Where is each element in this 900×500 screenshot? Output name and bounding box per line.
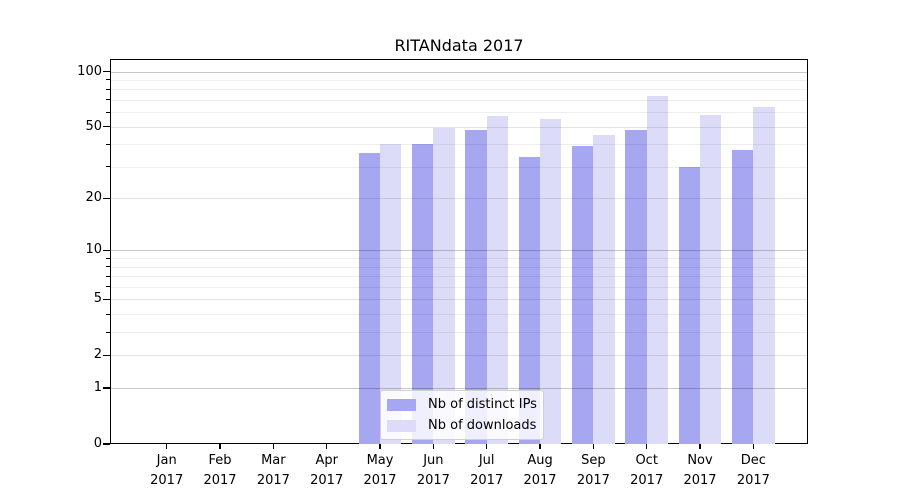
gridline-minor-4 xyxy=(110,314,808,316)
y-tick-mark-minor-9 xyxy=(106,257,110,259)
gridline-20 xyxy=(110,198,808,200)
x-tick-label-apr: Apr 2017 xyxy=(310,453,344,489)
y-tick-mark-minor-40 xyxy=(106,143,110,145)
y-tick-label-10: 10 xyxy=(85,242,102,258)
y-tick-label-100: 100 xyxy=(77,63,102,79)
x-tick-label-dec: Dec 2017 xyxy=(736,453,770,489)
x-tick-label-feb: Feb 2017 xyxy=(203,453,237,489)
gridline-5 xyxy=(110,299,808,301)
y-tick-mark-10 xyxy=(103,249,110,252)
chart-title: RITANdata 2017 xyxy=(394,36,524,55)
x-tick-label-oct: Oct 2017 xyxy=(630,453,664,489)
gridline-minor-3 xyxy=(110,332,808,334)
bar-jul-downloads xyxy=(486,116,508,444)
y-tick-mark-minor-3 xyxy=(106,331,110,333)
x-tick-mark-dec xyxy=(752,444,755,449)
legend: Nb of distinct IPs Nb of downloads xyxy=(380,390,544,440)
y-tick-mark-0 xyxy=(103,443,110,445)
bar-sep-downloads xyxy=(593,134,615,444)
x-tick-mark-jul xyxy=(485,444,488,449)
gridline-minor-90 xyxy=(110,79,808,81)
gridline-minor-80 xyxy=(110,89,808,91)
bar-nov-distinct-ips xyxy=(678,166,701,444)
y-tick-label-50: 50 xyxy=(85,118,102,134)
x-tick-label-may: May 2017 xyxy=(363,453,397,489)
x-tick-label-sep: Sep 2017 xyxy=(576,453,610,489)
y-tick-mark-minor-90 xyxy=(106,79,110,81)
gridline-minor-70 xyxy=(110,99,808,101)
x-tick-mark-jun xyxy=(432,444,435,449)
x-tick-label-jan: Jan 2017 xyxy=(150,453,184,489)
x-tick-mark-sep xyxy=(592,444,595,449)
gridline-minor-30 xyxy=(110,166,808,168)
bar-sep-distinct-ips xyxy=(572,146,594,444)
x-tick-mark-aug xyxy=(539,444,541,449)
gridline-major-10 xyxy=(110,250,808,252)
gridline-minor-6 xyxy=(110,286,808,288)
bar-jun-distinct-ips xyxy=(412,144,434,444)
y-tick-mark-minor-70 xyxy=(106,99,110,101)
y-tick-mark-1 xyxy=(103,387,110,389)
legend-row-downloads: Nb of downloads xyxy=(387,418,537,433)
bar-oct-distinct-ips xyxy=(625,129,647,444)
legend-row-distinct-ips: Nb of distinct IPs xyxy=(387,397,537,412)
legend-label-downloads: Nb of downloads xyxy=(428,418,537,433)
y-tick-label-0: 0 xyxy=(93,436,102,451)
bar-oct-downloads xyxy=(646,95,668,444)
y-tick-mark-minor-30 xyxy=(106,166,110,168)
y-tick-mark-2 xyxy=(103,354,110,357)
gridline-2 xyxy=(110,355,808,357)
gridline-minor-40 xyxy=(110,144,808,146)
gridline-major-100 xyxy=(110,71,808,73)
bar-dec-distinct-ips xyxy=(732,150,754,444)
gridline-minor-7 xyxy=(110,276,808,278)
bar-dec-downloads xyxy=(753,107,775,444)
y-tick-mark-minor-60 xyxy=(106,111,110,113)
y-tick-mark-100 xyxy=(103,70,110,73)
x-tick-mark-mar xyxy=(272,444,275,449)
x-tick-label-jun: Jun 2017 xyxy=(416,453,450,489)
x-tick-mark-may xyxy=(379,444,381,449)
bar-aug-downloads xyxy=(540,119,562,444)
x-tick-label-aug: Aug 2017 xyxy=(523,453,557,489)
y-tick-label-5: 5 xyxy=(93,291,102,307)
y-tick-label-1: 1 xyxy=(93,380,102,396)
y-tick-mark-50 xyxy=(103,125,110,128)
x-tick-mark-oct xyxy=(645,444,648,449)
legend-swatch-downloads-icon xyxy=(387,419,416,432)
bar-jun-downloads xyxy=(433,128,455,444)
y-tick-mark-minor-4 xyxy=(106,313,110,315)
gridline-minor-8 xyxy=(110,266,808,268)
bar-jul-distinct-ips xyxy=(465,129,487,444)
x-tick-label-nov: Nov 2017 xyxy=(683,453,717,489)
x-tick-label-mar: Mar 2017 xyxy=(256,453,290,489)
x-tick-label-jul: Jul 2017 xyxy=(470,453,504,489)
bar-may-downloads xyxy=(380,144,402,444)
bar-nov-downloads xyxy=(700,114,722,444)
gridline-50 xyxy=(110,126,808,128)
y-tick-label-20: 20 xyxy=(85,190,102,206)
y-tick-mark-minor-7 xyxy=(106,275,110,277)
y-tick-mark-minor-8 xyxy=(106,266,110,268)
y-tick-mark-minor-6 xyxy=(106,286,110,288)
y-tick-mark-5 xyxy=(103,298,110,301)
x-tick-mark-apr xyxy=(325,444,328,449)
y-tick-mark-20 xyxy=(103,197,110,199)
legend-label-distinct-ips: Nb of distinct IPs xyxy=(428,397,537,412)
x-tick-mark-feb xyxy=(219,444,221,449)
gridline-major-1 xyxy=(110,388,808,390)
y-tick-label-2: 2 xyxy=(93,347,102,363)
gridline-minor-9 xyxy=(110,258,808,260)
legend-swatch-distinct-ips-icon xyxy=(387,398,416,411)
bar-may-distinct-ips xyxy=(358,152,381,444)
x-tick-mark-nov xyxy=(699,444,701,449)
x-tick-mark-jan xyxy=(166,444,168,449)
bar-aug-distinct-ips xyxy=(518,157,541,444)
y-tick-mark-minor-80 xyxy=(106,88,110,90)
gridline-minor-60 xyxy=(110,112,808,114)
